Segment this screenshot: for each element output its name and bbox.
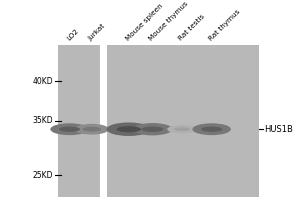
FancyBboxPatch shape <box>107 45 259 197</box>
Text: Rat testis: Rat testis <box>178 14 206 42</box>
Text: LO2: LO2 <box>65 28 80 42</box>
Text: 40KD: 40KD <box>33 77 53 86</box>
Ellipse shape <box>167 125 197 133</box>
Ellipse shape <box>117 126 141 132</box>
Ellipse shape <box>75 124 109 135</box>
Ellipse shape <box>132 123 172 135</box>
Ellipse shape <box>59 127 80 132</box>
Ellipse shape <box>106 122 151 136</box>
Text: 35KD: 35KD <box>33 116 53 125</box>
Ellipse shape <box>192 123 231 135</box>
Text: Mouse spleen: Mouse spleen <box>124 3 164 42</box>
Text: 25KD: 25KD <box>33 171 53 180</box>
Ellipse shape <box>201 127 222 132</box>
Text: Rat thymus: Rat thymus <box>207 8 241 42</box>
Ellipse shape <box>50 123 89 135</box>
Ellipse shape <box>82 127 101 132</box>
Ellipse shape <box>174 127 190 131</box>
Text: Mouse thymus: Mouse thymus <box>148 0 190 42</box>
FancyBboxPatch shape <box>58 45 103 197</box>
Text: HUS1B: HUS1B <box>264 125 293 134</box>
Ellipse shape <box>141 126 164 132</box>
Text: Jurkat: Jurkat <box>88 23 107 42</box>
